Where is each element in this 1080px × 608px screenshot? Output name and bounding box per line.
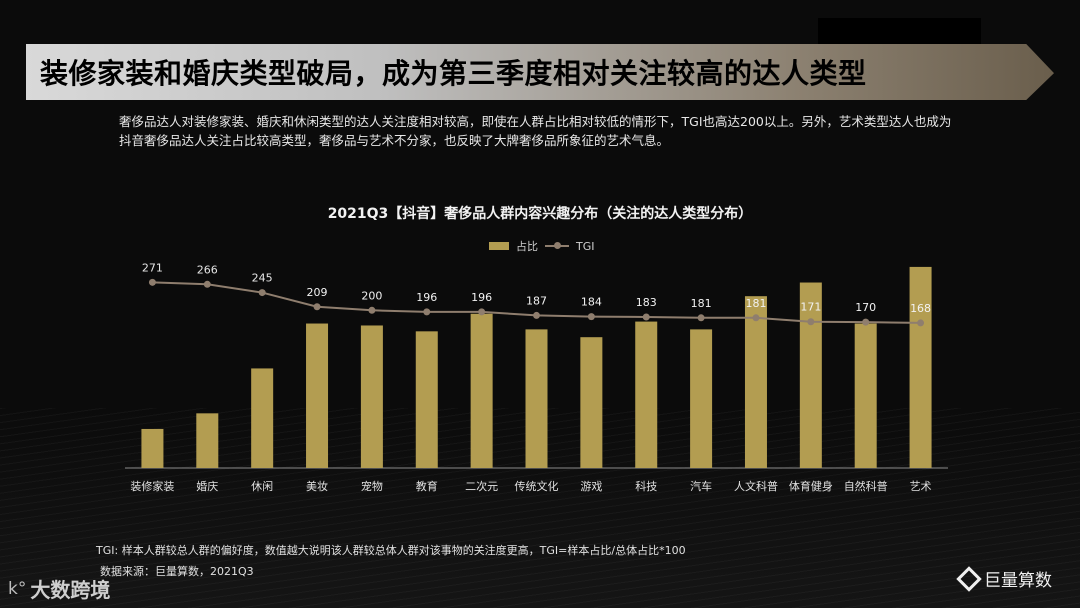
- legend-bar-swatch: [489, 242, 509, 250]
- tgi-footnote: TGI: 样本人群较总人群的偏好度，数值越大说明该人群较总体人群对该事物的关注度…: [96, 544, 686, 557]
- chart-title: 2021Q3【抖音】奢侈品人群内容兴趣分布（关注的达人类型分布）: [327, 206, 753, 222]
- watermark-left-icon: k°: [8, 578, 27, 599]
- bar-8: [580, 337, 603, 468]
- x-tick-label-7: 传统文化: [515, 479, 559, 493]
- x-tick-label-12: 体育健身: [789, 479, 833, 493]
- bar-12: [799, 282, 822, 468]
- x-tick-label-3: 美妆: [306, 480, 328, 493]
- page-description: 奢侈品达人对装修家装、婚庆和休闲类型的达人关注度相对较高，即使在人群占比相对较低…: [119, 114, 952, 148]
- juliang-logo-icon: [956, 565, 982, 592]
- watermark-left: k° 大数跨境: [8, 574, 110, 603]
- tgi-data-label-8: 184: [581, 296, 602, 309]
- x-tick-label-9: 科技: [635, 479, 657, 493]
- x-tick-label-8: 游戏: [580, 480, 602, 493]
- page-title: 装修家装和婚庆类型破局，成为第三季度相对关注较高的达人类型: [40, 57, 867, 90]
- tgi-point-3: [313, 303, 321, 311]
- bar-0: [141, 428, 164, 468]
- bar-10: [690, 329, 713, 468]
- x-tick-label-2: 休闲: [251, 479, 273, 493]
- tgi-point-2: [258, 289, 266, 297]
- tgi-point-4: [368, 306, 376, 314]
- tgi-point-0: [148, 278, 156, 286]
- bar-11: [744, 296, 767, 468]
- tgi-point-11: [752, 314, 760, 322]
- tgi-point-9: [642, 313, 650, 321]
- legend-bar-label: 占比: [516, 240, 538, 253]
- bar-13: [854, 323, 877, 468]
- legend-line-label: TGI: [576, 239, 595, 253]
- bar-14: [909, 266, 932, 468]
- tgi-data-label-6: 196: [471, 291, 492, 304]
- x-tick-label-4: 宠物: [361, 479, 383, 493]
- bar-6: [470, 313, 493, 468]
- tgi-data-label-7: 187: [526, 294, 547, 307]
- bar-line-chart: 装修家装 婚庆 休闲 美妆 宠物 教育 二次元 传统文化 游戏 科技 汽车 人文科普 体育健身 自然科普 艺…: [125, 261, 948, 493]
- tgi-data-label-10: 181: [691, 297, 712, 310]
- tgi-data-label-13: 170: [855, 301, 876, 314]
- bar-4: [360, 325, 383, 468]
- chart-legend: 占比 TGI: [489, 238, 595, 254]
- tgi-point-6: [478, 308, 486, 316]
- tgi-point-13: [862, 318, 870, 326]
- bar-3: [306, 323, 329, 468]
- tgi-data-label-2: 245: [252, 272, 273, 285]
- tgi-data-label-12: 171: [800, 301, 821, 314]
- tgi-data-label-9: 183: [636, 296, 657, 309]
- tgi-point-7: [533, 311, 540, 319]
- tgi-point-1: [203, 280, 211, 288]
- top-black-box: [818, 18, 981, 48]
- tgi-data-label-1: 266: [197, 263, 218, 276]
- x-tick-label-0: 装修家装: [130, 479, 174, 493]
- tgi-data-label-0: 271: [142, 261, 163, 274]
- x-tick-label-10: 汽车: [690, 479, 712, 493]
- bar-5: [415, 331, 438, 468]
- tgi-point-12: [807, 318, 815, 326]
- bar-2: [251, 368, 274, 468]
- x-tick-label-6: 二次元: [465, 479, 498, 493]
- watermark-right: 巨量算数: [956, 565, 1052, 592]
- tgi-data-label-11: 181: [745, 297, 766, 310]
- title-banner: [26, 44, 1054, 100]
- tgi-data-label-3: 209: [307, 286, 328, 299]
- tgi-data-label-4: 200: [361, 289, 382, 302]
- tgi-data-label-5: 196: [416, 291, 437, 304]
- tgi-point-10: [697, 314, 705, 322]
- bar-9: [635, 321, 658, 468]
- x-tick-label-5: 教育: [416, 479, 438, 493]
- bar-7: [525, 329, 548, 468]
- tgi-point-5: [423, 308, 431, 316]
- x-tick-label-13: 自然科普: [844, 479, 888, 493]
- tgi-point-14: [917, 319, 925, 327]
- x-tick-label-14: 艺术: [910, 480, 932, 493]
- x-tick-label-11: 人文科普: [734, 479, 778, 493]
- tgi-data-label-14: 168: [910, 302, 931, 315]
- legend-line-swatch: [545, 242, 569, 249]
- tgi-point-8: [587, 313, 595, 321]
- bar-1: [196, 413, 219, 468]
- watermark-right-text: 巨量算数: [984, 571, 1052, 591]
- watermark-left-text: 大数跨境: [30, 578, 111, 602]
- x-tick-label-1: 婚庆: [196, 479, 218, 493]
- data-source: 数据来源：巨量算数，2021Q3: [100, 565, 254, 578]
